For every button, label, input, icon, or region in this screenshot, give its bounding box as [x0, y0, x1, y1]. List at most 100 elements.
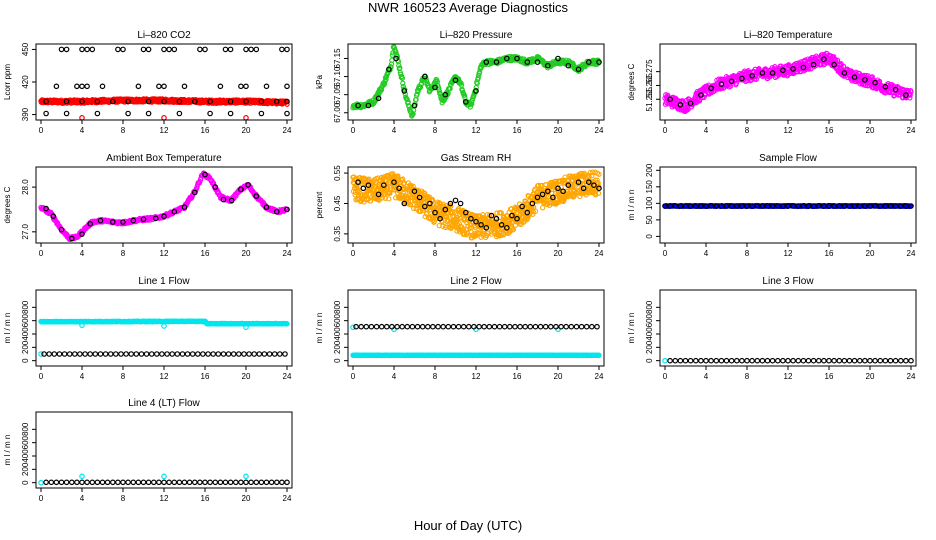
data-point	[862, 203, 868, 209]
data-point	[120, 46, 126, 53]
data-point	[448, 203, 454, 209]
data-point	[595, 190, 602, 196]
series-flagged	[38, 322, 249, 357]
y-tick-label: 0	[21, 358, 30, 363]
data-point	[856, 203, 863, 209]
data-point	[94, 110, 101, 117]
x-tick-label: 20	[554, 126, 563, 135]
data-point	[77, 351, 83, 357]
data-point	[284, 83, 290, 90]
data-point	[79, 46, 85, 53]
data-point	[79, 83, 85, 90]
data-point	[514, 55, 520, 62]
y-axis-label: percent	[315, 191, 324, 218]
data-point	[181, 83, 188, 90]
data-point	[243, 46, 249, 53]
data-point	[841, 203, 848, 209]
data-point	[382, 195, 388, 201]
data-point	[140, 216, 147, 223]
y-axis-label: kPa	[315, 75, 324, 89]
data-point	[759, 203, 766, 209]
data-point	[774, 203, 781, 209]
data-point	[872, 79, 878, 86]
data-point	[560, 188, 566, 195]
data-point	[227, 46, 234, 53]
data-point	[251, 351, 258, 357]
data-point	[440, 223, 446, 229]
plot-frame	[35, 166, 293, 244]
data-point	[698, 92, 704, 98]
data-point	[687, 203, 694, 209]
data-point	[846, 203, 853, 209]
plot-frame	[35, 43, 293, 121]
data-point	[550, 194, 556, 201]
y-axis: 0.350.450.55	[333, 165, 348, 242]
x-axis: 0 4 8 12 16 20 24	[39, 243, 292, 258]
data-point	[907, 95, 913, 101]
data-point	[161, 213, 167, 220]
data-point	[161, 115, 167, 121]
data-point	[210, 351, 217, 357]
data-point	[452, 77, 459, 84]
data-point	[207, 98, 213, 105]
data-point	[171, 46, 178, 53]
data-point	[437, 91, 443, 97]
data-point	[159, 351, 165, 357]
panel-title: Line 1 Flow	[138, 276, 190, 287]
x-tick-label: 20	[242, 372, 251, 381]
data-point	[595, 180, 601, 186]
data-point	[192, 98, 198, 105]
data-point	[585, 59, 592, 65]
data-point	[176, 110, 183, 117]
data-point	[164, 351, 170, 357]
x-tick-label: 0	[39, 126, 44, 135]
data-point	[542, 197, 548, 203]
data-point	[422, 190, 428, 196]
data-point	[442, 91, 449, 98]
data-point	[411, 102, 418, 109]
data-point	[161, 46, 167, 53]
data-point	[92, 351, 99, 357]
y-axis-label: m l / m n	[3, 313, 12, 344]
data-point	[238, 83, 244, 90]
series-averages	[355, 55, 602, 109]
data-point	[79, 115, 85, 121]
data-point	[243, 98, 249, 105]
data-point	[728, 203, 735, 209]
series-continuous	[350, 44, 602, 119]
plot-area	[662, 50, 914, 115]
panel-title: Li–820 CO2	[137, 30, 191, 41]
x-tick-label: 4	[704, 126, 709, 135]
data-point	[831, 61, 837, 68]
series-cal-low	[43, 110, 290, 117]
data-point	[261, 351, 268, 357]
data-point	[539, 191, 546, 198]
data-point	[110, 98, 116, 105]
x-tick-label: 16	[825, 249, 834, 258]
data-point	[355, 102, 361, 109]
data-point	[402, 91, 408, 97]
data-point	[892, 86, 899, 93]
data-point	[826, 203, 832, 209]
plot-area	[38, 46, 290, 121]
data-point	[798, 68, 804, 75]
data-point	[457, 200, 464, 207]
y-axis-label: degrees C	[627, 63, 636, 100]
data-point	[154, 351, 160, 357]
y-tick-label: 200	[21, 340, 30, 354]
data-point	[99, 83, 106, 90]
data-point	[241, 351, 247, 357]
data-point	[677, 203, 684, 209]
data-point	[544, 188, 551, 195]
x-tick-label: 16	[513, 126, 522, 135]
y-tick-label: 450	[21, 42, 30, 56]
data-point	[355, 179, 361, 186]
data-point	[414, 91, 420, 97]
data-point	[594, 177, 600, 183]
series-cal-high	[58, 46, 290, 53]
data-point	[161, 323, 167, 329]
data-point	[728, 78, 735, 85]
data-point	[386, 196, 392, 202]
